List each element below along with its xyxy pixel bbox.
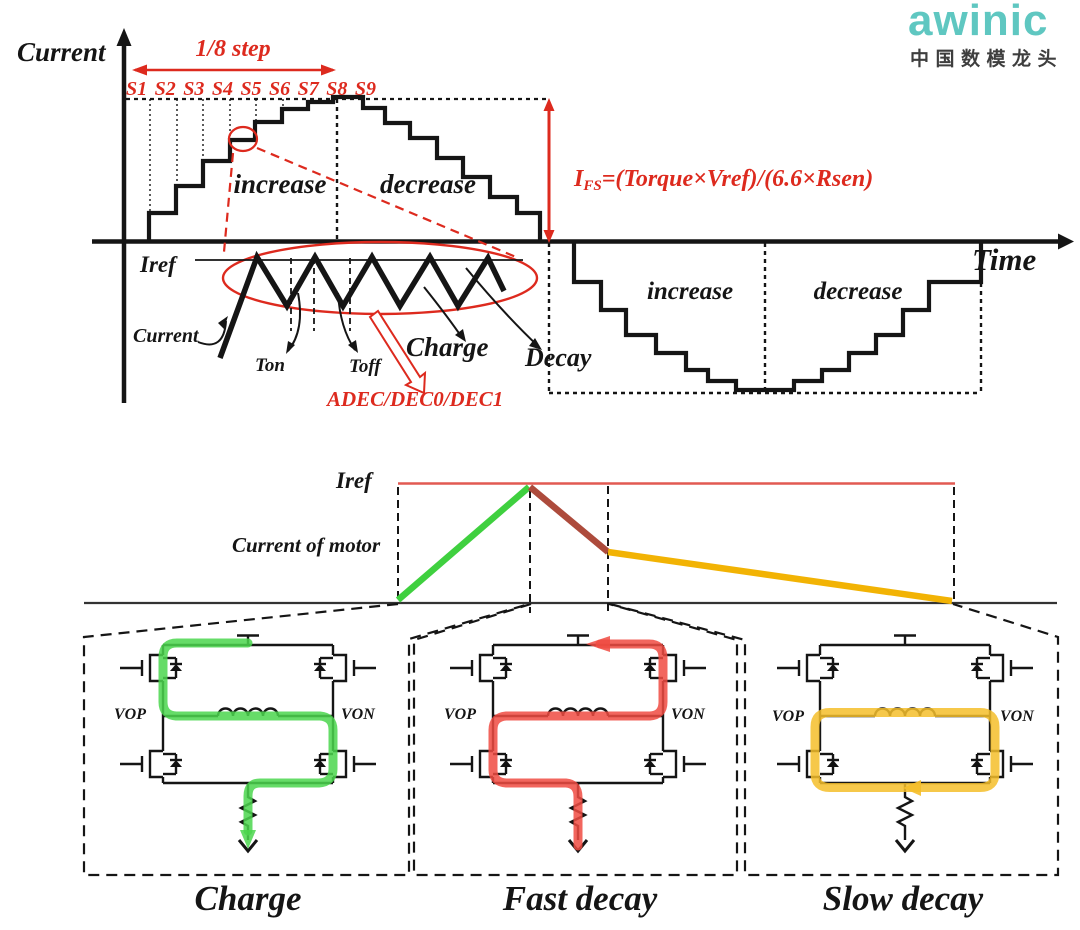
ton-label: Ton — [255, 355, 285, 376]
decay-label-mid: Decay — [525, 343, 592, 372]
charge-caption: Charge — [194, 879, 302, 918]
step-span-label: 1/8 step — [195, 36, 271, 62]
decrease-label-top: decrease — [380, 169, 476, 199]
step-label: S4 — [211, 78, 233, 100]
step-labels-row: S1 S2 S3 S4 S5 S6 S7 S8 S9 — [126, 79, 376, 99]
red-arrowheads — [132, 64, 555, 243]
charge-current-path — [158, 638, 338, 836]
current-of-motor-label: Current of motor — [232, 533, 381, 557]
slow-decay-path-arrow-icon — [903, 780, 921, 796]
y-axis-arrow-icon — [116, 28, 132, 46]
von-label-fast: VON — [671, 706, 705, 723]
slow-decay-current-segment — [607, 548, 953, 605]
decay-setting-label: ADEC/DEC0/DEC1 — [327, 387, 504, 411]
negative-staircase — [571, 242, 984, 393]
h-bridge-circuits — [120, 634, 1033, 854]
chopper-current-waveform — [217, 250, 507, 359]
charge-label-mid: Charge — [406, 332, 489, 362]
decrease-label-negative: decrease — [813, 278, 903, 305]
axes — [92, 44, 1062, 403]
step-label: S9 — [354, 78, 376, 100]
fast-decay-path-arrow-icon — [586, 636, 610, 652]
increase-label-negative: increase — [646, 278, 734, 305]
slow-decay-current-path — [810, 708, 1000, 792]
vop-label-fast: VOP — [444, 706, 476, 723]
step-label: S2 — [154, 78, 176, 100]
callout-arrowheads — [218, 316, 542, 354]
y-axis-title: Current — [17, 37, 106, 67]
x-axis-title: Time — [972, 242, 1037, 277]
step-label: S3 — [183, 78, 205, 100]
von-label-charge: VON — [341, 706, 375, 723]
step-label: S5 — [240, 78, 262, 100]
von-label-slow: VON — [1000, 708, 1034, 725]
full-scale-current-formula: IFS=(Torque×Vref)/(6.6×Rsen) — [574, 167, 873, 194]
h-bridge-slow — [777, 634, 1033, 854]
brand-tagline: 中国数模龙头 — [910, 49, 1064, 70]
chopper-current-label: Current — [133, 325, 199, 347]
decay-setting-arrow-icon — [368, 309, 427, 395]
formula-subscript: FS — [583, 178, 602, 194]
ton-toff-markers — [290, 258, 351, 331]
formula-expression: =(Torque×Vref)/(6.6×Rsen) — [601, 166, 874, 192]
step-label: S6 — [269, 78, 291, 100]
step-label: S1 — [126, 78, 148, 100]
iref-label-bottom: Iref — [336, 468, 372, 493]
h-bridge-fast — [450, 634, 706, 854]
toff-label: Toff — [349, 356, 381, 377]
circuit-zoom-boxes — [82, 602, 1060, 877]
slow-decay-caption: Slow decay — [822, 879, 984, 918]
awinic-logo: awinic — [908, 0, 1049, 45]
h-bridge-charge — [120, 634, 376, 854]
fast-decay-current-segment — [527, 484, 611, 555]
fast-decay-caption: Fast decay — [502, 879, 658, 918]
phase-boundary-dashes — [397, 486, 955, 613]
fast-decay-current-path — [488, 639, 668, 851]
charge-current-segment — [395, 484, 532, 603]
iref-label-top: Iref — [140, 252, 176, 277]
step-label: S8 — [326, 78, 348, 100]
vop-label-charge: VOP — [114, 706, 146, 723]
step-label: S7 — [297, 78, 319, 100]
increase-label-top: increase — [233, 169, 327, 199]
formula-base: I — [574, 166, 584, 192]
charge-path-arrow-icon — [240, 830, 256, 849]
positive-staircase — [146, 94, 543, 240]
x-axis-arrow-icon — [1058, 233, 1074, 250]
vop-label-slow: VOP — [772, 708, 804, 725]
red-annotations — [135, 68, 551, 316]
